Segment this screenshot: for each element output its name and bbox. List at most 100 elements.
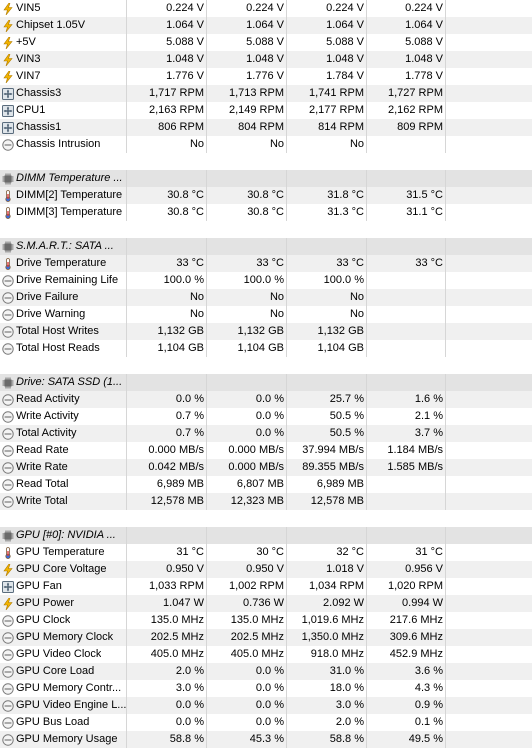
current-value: 3.0 % bbox=[127, 680, 207, 697]
sensor-name-cell: GPU Bus Load bbox=[0, 714, 127, 731]
chip-icon bbox=[2, 173, 14, 185]
minimum-value: 100.0 % bbox=[207, 272, 287, 289]
minimum-value: 1.048 V bbox=[207, 51, 287, 68]
maximum-value: 1,132 GB bbox=[287, 323, 367, 340]
gauge-icon bbox=[2, 325, 14, 338]
sensor-row[interactable]: Total Host Writes 1,132 GB 1,132 GB 1,132 G… bbox=[0, 323, 532, 340]
sensor-name: VIN5 bbox=[16, 2, 41, 14]
sensor-row[interactable]: CPU1 2,163 RPM 2,149 RPM 2,177 RPM 2,162 RPM bbox=[0, 102, 532, 119]
sensor-name: Drive Failure bbox=[16, 291, 79, 303]
minimum-value: 0.0 % bbox=[207, 680, 287, 697]
current-value: 30.8 °C bbox=[127, 187, 207, 204]
sensor-row[interactable]: GPU Power 1.047 W 0.736 W 2.092 W 0.994 W bbox=[0, 595, 532, 612]
sensor-row[interactable]: GPU Memory Usage 58.8 % 45.3 % 58.8 % 49.5 % bbox=[0, 731, 532, 748]
filler-cell bbox=[446, 187, 532, 204]
sensor-row[interactable]: +5V 5.088 V 5.088 V 5.088 V 5.088 V bbox=[0, 34, 532, 51]
filler-cell bbox=[446, 476, 532, 493]
sensor-row[interactable]: Chassis3 1,717 RPM 1,713 RPM 1,741 RPM 1,727… bbox=[0, 85, 532, 102]
sensor-name: DIMM[3] Temperature bbox=[16, 206, 123, 218]
filler-cell bbox=[446, 85, 532, 102]
sensor-row[interactable]: Read Total 6,989 MB 6,807 MB 6,989 MB bbox=[0, 476, 532, 493]
sensor-row[interactable]: Drive Failure No No No bbox=[0, 289, 532, 306]
sensor-name: GPU Video Engine L... bbox=[16, 699, 126, 711]
sensor-row[interactable]: GPU Fan 1,033 RPM 1,002 RPM 1,034 RPM 1,020 … bbox=[0, 578, 532, 595]
sensor-name-cell: Chassis Intrusion bbox=[0, 136, 127, 153]
sensor-row[interactable]: DIMM[2] Temperature 30.8 °C 30.8 °C 31.8 °C… bbox=[0, 187, 532, 204]
sensor-row[interactable]: VIN5 0.224 V 0.224 V 0.224 V 0.224 V bbox=[0, 0, 532, 17]
group-header-row[interactable]: S.M.A.R.T.: SATA ... bbox=[0, 238, 532, 255]
sensor-row[interactable]: Write Total 12,578 MB 12,323 MB 12,578 MB bbox=[0, 493, 532, 510]
sensor-row[interactable]: Chassis1 806 RPM 804 RPM 814 RPM 809 RPM bbox=[0, 119, 532, 136]
average-value: 33 °C bbox=[367, 255, 446, 272]
minimum-value: 12,323 MB bbox=[207, 493, 287, 510]
current-value: 5.088 V bbox=[127, 34, 207, 51]
sensor-row[interactable]: Write Activity 0.7 % 0.0 % 50.5 % 2.1 % bbox=[0, 408, 532, 425]
average-value: 2,162 RPM bbox=[367, 102, 446, 119]
current-value: 1.048 V bbox=[127, 51, 207, 68]
fan-icon bbox=[2, 104, 14, 117]
group-header-row[interactable]: DIMM Temperature ... bbox=[0, 170, 532, 187]
sensor-row[interactable]: Total Activity 0.7 % 0.0 % 50.5 % 3.7 % bbox=[0, 425, 532, 442]
filler-cell bbox=[446, 527, 532, 544]
voltage-icon bbox=[2, 36, 14, 49]
maximum-value: 2.0 % bbox=[287, 714, 367, 731]
current-value: 100.0 % bbox=[127, 272, 207, 289]
average-value bbox=[367, 493, 446, 510]
sensor-row[interactable]: GPU Bus Load 0.0 % 0.0 % 2.0 % 0.1 % bbox=[0, 714, 532, 731]
average-value: 49.5 % bbox=[367, 731, 446, 748]
current-value: 1,033 RPM bbox=[127, 578, 207, 595]
filler-cell bbox=[446, 714, 532, 731]
sensor-row[interactable]: Drive Temperature 33 °C 33 °C 33 °C 33 °C bbox=[0, 255, 532, 272]
filler-cell bbox=[446, 34, 532, 51]
sensor-row[interactable]: Chassis Intrusion No No No bbox=[0, 136, 532, 153]
sensor-row[interactable]: GPU Core Voltage 0.950 V 0.950 V 1.018 V 0.9… bbox=[0, 561, 532, 578]
group-header-row[interactable]: Drive: SATA SSD (1... bbox=[0, 374, 532, 391]
sensor-row[interactable]: GPU Core Load 2.0 % 0.0 % 31.0 % 3.6 % bbox=[0, 663, 532, 680]
gauge-icon bbox=[2, 614, 14, 627]
sensor-row[interactable]: Drive Warning No No No bbox=[0, 306, 532, 323]
minimum-value: No bbox=[207, 306, 287, 323]
sensor-row[interactable]: GPU Memory Contr... 3.0 % 0.0 % 18.0 % 4.3 % bbox=[0, 680, 532, 697]
maximum-value: 1,104 GB bbox=[287, 340, 367, 357]
current-value: 0.224 V bbox=[127, 0, 207, 17]
sensor-name-cell: GPU Memory Clock bbox=[0, 629, 127, 646]
maximum-value: 31.3 °C bbox=[287, 204, 367, 221]
minimum-value: 0.0 % bbox=[207, 714, 287, 731]
sensor-name: GPU Memory Usage bbox=[16, 733, 118, 745]
sensor-row[interactable]: Drive Remaining Life 100.0 % 100.0 % 100.0 … bbox=[0, 272, 532, 289]
filler-cell bbox=[446, 493, 532, 510]
sensor-row[interactable]: GPU Clock 135.0 MHz 135.0 MHz 1,019.6 MHz 21… bbox=[0, 612, 532, 629]
sensor-row[interactable]: Total Host Reads 1,104 GB 1,104 GB 1,104 GB bbox=[0, 340, 532, 357]
sensor-row[interactable]: Write Rate 0.042 MB/s 0.000 MB/s 89.355 MB/… bbox=[0, 459, 532, 476]
group-header-row[interactable]: GPU [#0]: NVIDIA ... bbox=[0, 527, 532, 544]
filler-cell bbox=[446, 272, 532, 289]
sensor-name: GPU Memory Contr... bbox=[16, 682, 122, 694]
sensor-name-cell: DIMM Temperature ... bbox=[0, 170, 127, 187]
filler-cell bbox=[446, 595, 532, 612]
filler-cell bbox=[446, 170, 532, 187]
current-value: No bbox=[127, 136, 207, 153]
average-value: 1.064 V bbox=[367, 17, 446, 34]
sensor-row[interactable]: GPU Video Clock 405.0 MHz 405.0 MHz 918.0 M… bbox=[0, 646, 532, 663]
spacer-row bbox=[0, 510, 532, 527]
sensor-row[interactable]: Chipset 1.05V 1.064 V 1.064 V 1.064 V 1.064 … bbox=[0, 17, 532, 34]
sensor-row[interactable]: GPU Temperature 31 °C 30 °C 32 °C 31 °C bbox=[0, 544, 532, 561]
sensor-name: Write Activity bbox=[16, 410, 79, 422]
filler-cell bbox=[446, 374, 532, 391]
sensor-row[interactable]: Read Rate 0.000 MB/s 0.000 MB/s 37.994 MB/s… bbox=[0, 442, 532, 459]
sensor-name-cell: GPU Video Engine L... bbox=[0, 697, 127, 714]
sensor-row[interactable]: VIN7 1.776 V 1.776 V 1.784 V 1.778 V bbox=[0, 68, 532, 85]
maximum-value: 1.048 V bbox=[287, 51, 367, 68]
thermometer-icon bbox=[2, 189, 14, 202]
sensor-row[interactable]: VIN3 1.048 V 1.048 V 1.048 V 1.048 V bbox=[0, 51, 532, 68]
minimum-value: 1,132 GB bbox=[207, 323, 287, 340]
sensor-row[interactable]: Read Activity 0.0 % 0.0 % 25.7 % 1.6 % bbox=[0, 391, 532, 408]
maximum-value: 2.092 W bbox=[287, 595, 367, 612]
sensor-name-cell: DIMM[3] Temperature bbox=[0, 204, 127, 221]
average-value bbox=[367, 306, 446, 323]
current-value bbox=[127, 374, 207, 391]
average-value: 1.585 MB/s bbox=[367, 459, 446, 476]
sensor-row[interactable]: DIMM[3] Temperature 30.8 °C 30.8 °C 31.3 °C… bbox=[0, 204, 532, 221]
sensor-row[interactable]: GPU Memory Clock 202.5 MHz 202.5 MHz 1,350.… bbox=[0, 629, 532, 646]
sensor-row[interactable]: GPU Video Engine L... 0.0 % 0.0 % 3.0 % 0.9 … bbox=[0, 697, 532, 714]
